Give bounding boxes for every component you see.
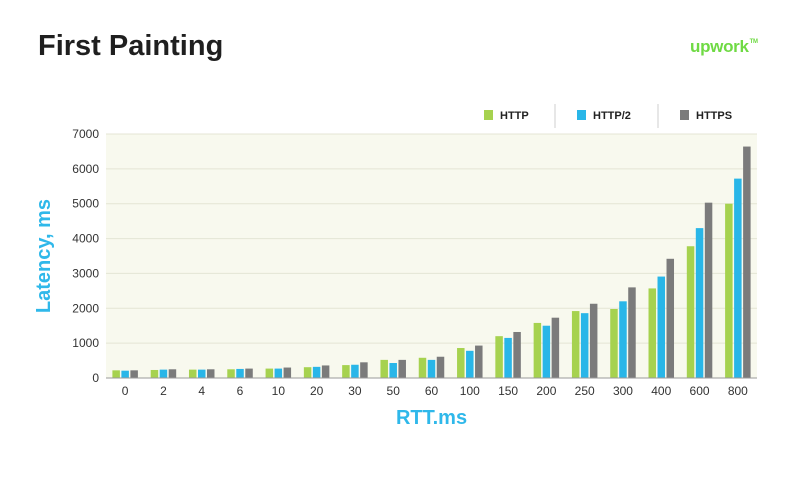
bar-http-300 bbox=[610, 308, 618, 378]
x-tick-label: 800 bbox=[728, 384, 748, 398]
legend-label: HTTP/2 bbox=[593, 110, 631, 122]
page-title: First Painting bbox=[38, 30, 224, 62]
bar-http2-600 bbox=[695, 228, 704, 378]
y-axis-title: Latency, ms bbox=[33, 199, 55, 313]
bars bbox=[112, 146, 751, 378]
bar-http2-200 bbox=[542, 325, 551, 378]
bar-https-60 bbox=[436, 356, 445, 378]
x-tick-label: 30 bbox=[348, 384, 362, 398]
x-tick-label: 600 bbox=[690, 384, 710, 398]
y-tick-label: 3000 bbox=[72, 266, 99, 280]
y-tick-label: 0 bbox=[92, 371, 99, 385]
x-tick-label: 300 bbox=[613, 384, 633, 398]
y-tick-label: 4000 bbox=[72, 232, 99, 246]
bar-http2-30 bbox=[351, 364, 359, 378]
bar-http-0 bbox=[112, 370, 120, 378]
bar-http2-6 bbox=[236, 368, 244, 378]
bar-https-6 bbox=[245, 368, 253, 378]
bar-https-2 bbox=[168, 369, 177, 378]
bar-http2-50 bbox=[389, 363, 397, 378]
bar-https-800 bbox=[743, 146, 751, 378]
bar-http-6 bbox=[227, 369, 235, 378]
bar-http-400 bbox=[648, 288, 657, 378]
bar-http-800 bbox=[725, 203, 733, 378]
bar-https-200 bbox=[551, 317, 560, 378]
legend: HTTP HTTP/2 HTTPS bbox=[484, 104, 732, 128]
bar-https-50 bbox=[398, 359, 406, 378]
y-tick-label: 2000 bbox=[72, 301, 99, 315]
bar-http2-20 bbox=[312, 366, 321, 378]
bar-http-200 bbox=[533, 322, 542, 378]
legend-swatch bbox=[680, 110, 689, 120]
legend-swatch bbox=[484, 110, 493, 120]
bar-http-150 bbox=[495, 336, 503, 378]
x-tick-label: 2 bbox=[160, 384, 167, 398]
bar-http2-800 bbox=[734, 178, 742, 378]
x-tick-label: 60 bbox=[425, 384, 439, 398]
bar-http2-60 bbox=[427, 359, 436, 378]
bar-https-30 bbox=[360, 362, 368, 378]
y-axis-ticks: 0 1000 2000 3000 4000 5000 6000 7000 bbox=[72, 127, 99, 385]
x-tick-label: 6 bbox=[237, 384, 244, 398]
bar-http-30 bbox=[342, 365, 350, 378]
bar-https-600 bbox=[704, 202, 713, 378]
logo-text: upwork bbox=[690, 37, 749, 56]
legend-swatch bbox=[577, 110, 586, 120]
x-tick-label: 50 bbox=[387, 384, 401, 398]
x-tick-label: 0 bbox=[122, 384, 129, 398]
upwork-logo: upworkTM bbox=[690, 37, 758, 57]
x-tick-label: 200 bbox=[536, 384, 556, 398]
bar-http2-2 bbox=[159, 369, 168, 378]
gridlines bbox=[106, 133, 757, 344]
x-axis-ticks: 0 2 4 6 10 20 30 50 60 100 150 200 250 300 400 600 800 bbox=[122, 384, 748, 398]
x-tick-label: 400 bbox=[651, 384, 671, 398]
bar-http2-4 bbox=[197, 369, 206, 378]
logo-trademark: TM bbox=[749, 39, 758, 45]
bar-https-300 bbox=[628, 287, 636, 378]
bar-https-100 bbox=[475, 345, 483, 378]
bar-http2-150 bbox=[504, 337, 512, 378]
bar-http2-300 bbox=[619, 301, 627, 378]
bar-http-2 bbox=[150, 369, 159, 378]
plot-area bbox=[106, 134, 757, 378]
bar-http-250 bbox=[571, 311, 580, 378]
bar-https-150 bbox=[513, 331, 521, 378]
bar-https-0 bbox=[130, 370, 138, 378]
bar-http-50 bbox=[380, 359, 388, 378]
bar-http2-10 bbox=[274, 368, 283, 378]
x-tick-label: 20 bbox=[310, 384, 324, 398]
x-axis-title: RTT.ms bbox=[396, 407, 467, 429]
bar-http-600 bbox=[686, 246, 695, 378]
bar-https-400 bbox=[666, 258, 675, 378]
x-tick-label: 150 bbox=[498, 384, 518, 398]
bar-https-20 bbox=[321, 365, 330, 378]
y-tick-label: 5000 bbox=[72, 197, 99, 211]
bar-http-10 bbox=[265, 368, 274, 378]
bar-https-4 bbox=[206, 369, 215, 378]
bar-http2-400 bbox=[657, 276, 666, 378]
y-tick-label: 6000 bbox=[72, 162, 99, 176]
bar-https-250 bbox=[589, 303, 598, 378]
x-tick-label: 10 bbox=[272, 384, 286, 398]
bar-http-100 bbox=[457, 348, 465, 378]
x-tick-label: 250 bbox=[575, 384, 595, 398]
y-tick-label: 1000 bbox=[72, 336, 99, 350]
bar-http2-250 bbox=[580, 313, 589, 378]
bar-https-10 bbox=[283, 367, 292, 378]
legend-label: HTTP bbox=[500, 110, 529, 122]
bar-http-4 bbox=[188, 369, 197, 378]
x-tick-label: 4 bbox=[198, 384, 205, 398]
legend-label: HTTPS bbox=[696, 110, 732, 122]
bar-http-60 bbox=[418, 357, 427, 378]
bar-http2-100 bbox=[466, 350, 474, 378]
bar-http-20 bbox=[303, 367, 312, 378]
bar-http2-0 bbox=[121, 370, 129, 378]
x-tick-label: 100 bbox=[460, 384, 480, 398]
y-tick-label: 7000 bbox=[72, 127, 99, 141]
